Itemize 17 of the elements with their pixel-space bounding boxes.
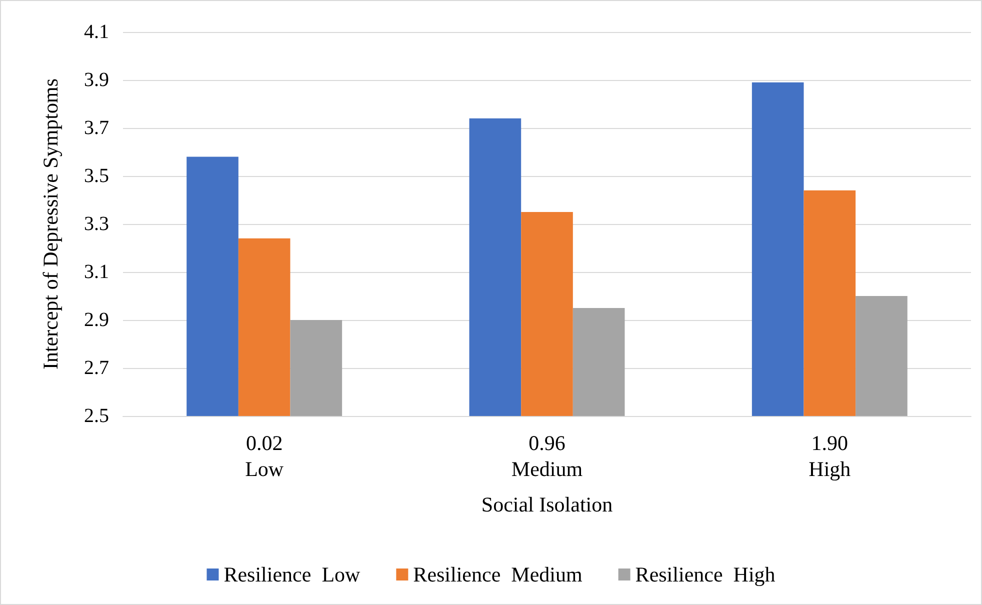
y-axis-title: Intercept of Depressive Symptoms (38, 78, 62, 370)
y-tick-label: 2.5 (84, 405, 109, 427)
y-tick-label: 2.9 (84, 309, 109, 331)
x-tick-label: 0.96 Medium (511, 431, 583, 481)
y-tick-label: 4.1 (84, 21, 109, 43)
y-tick-label: 3.9 (84, 69, 109, 91)
y-tick-label: 3.5 (84, 165, 109, 187)
legend-label: Resilience Low (224, 562, 362, 586)
x-tick-label: 1.90 High (808, 431, 852, 481)
legend-label: Resilience High (635, 562, 776, 586)
x-tick-label: 0.02 Low (245, 431, 284, 481)
y-tick-label: 3.7 (84, 117, 109, 139)
x-axis-title: Social Isolation (481, 492, 614, 516)
y-tick-label: 3.3 (84, 213, 109, 235)
y-tick-label: 3.1 (84, 261, 109, 283)
y-tick-label: 2.7 (84, 357, 109, 379)
legend-label: Resilience Medium (413, 562, 582, 586)
